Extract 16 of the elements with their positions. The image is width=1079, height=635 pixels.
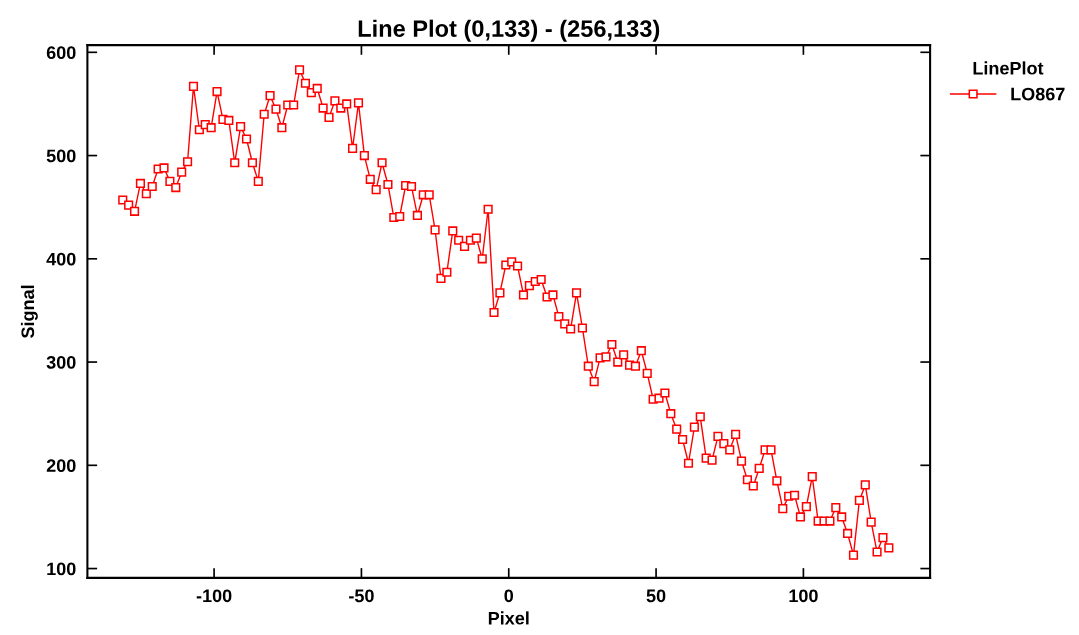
- x-tick-label: -100: [196, 589, 232, 603]
- legend-label: LO867: [1011, 87, 1065, 101]
- y-tick-label: 400: [46, 252, 76, 266]
- x-tick-label: 100: [789, 589, 818, 603]
- x-tick-label: -50: [349, 589, 374, 603]
- y-axis-title: Signal: [20, 285, 38, 339]
- x-tick-label: 0: [504, 589, 514, 603]
- chart-title: Line Plot (0,133) - (256,133): [358, 19, 660, 42]
- y-tick-label: 500: [46, 149, 76, 163]
- y-tick-label: 300: [46, 355, 76, 369]
- y-tick-label: 200: [46, 459, 76, 473]
- x-axis-title: Pixel: [488, 611, 529, 625]
- y-tick-label: 100: [47, 562, 76, 576]
- legend-title: LinePlot: [973, 61, 1044, 75]
- y-tick-label: 600: [46, 46, 76, 60]
- x-tick-label: 50: [646, 589, 666, 603]
